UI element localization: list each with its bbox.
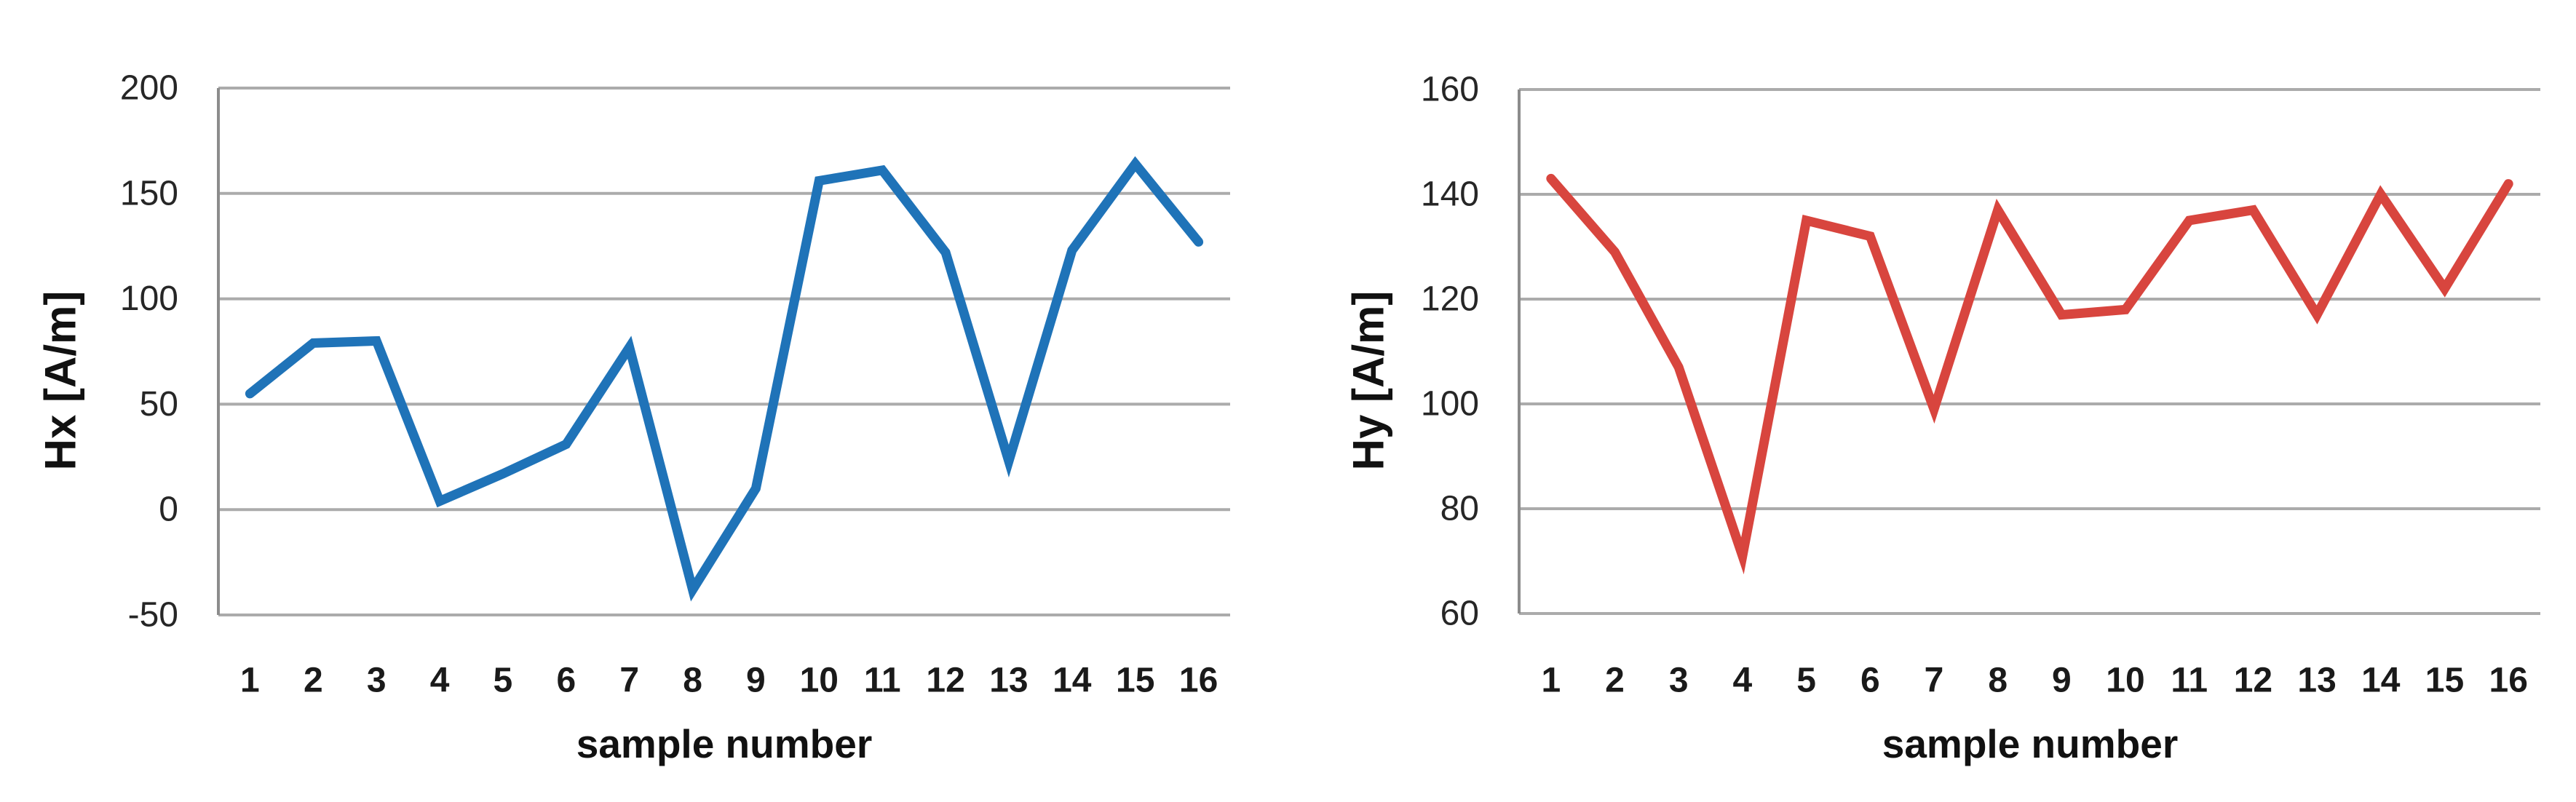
x-tick-label: 6	[556, 662, 576, 700]
x-tick-label: 12	[2234, 662, 2272, 700]
x-tick-label: 4	[430, 662, 450, 700]
hx-series-line	[245, 156, 1204, 602]
x-tick-label: 13	[989, 662, 1028, 700]
hy-series-line	[1546, 173, 2513, 575]
x-tick-label: 12	[926, 662, 964, 700]
y-axis-title: Hy [A/m]	[1344, 291, 1393, 471]
x-tick-label: 10	[800, 662, 839, 700]
x-tick-label: 1	[240, 662, 260, 700]
x-tick-label: 5	[494, 662, 513, 700]
x-tick-label: 1	[1541, 662, 1561, 700]
y-tick-label: 160	[1421, 71, 1479, 109]
x-tick-label: 13	[2297, 662, 2336, 700]
x-tick-label: 11	[2171, 662, 2208, 700]
y-tick-label: 0	[159, 491, 178, 529]
x-tick-label: 14	[1053, 662, 1092, 700]
x-tick-label: 8	[683, 662, 702, 700]
x-axis-title: sample number	[1882, 721, 2179, 766]
x-tick-label: 14	[2361, 662, 2401, 700]
y-tick-label: 60	[1440, 595, 1479, 633]
x-tick-label: 16	[2489, 662, 2528, 700]
x-tick-label: 2	[304, 662, 323, 700]
x-tick-label: 4	[1733, 662, 1753, 700]
x-tick-label: 16	[1179, 662, 1218, 700]
x-tick-label: 3	[1669, 662, 1689, 700]
x-tick-label: 3	[367, 662, 387, 700]
x-tick-label: 15	[1116, 662, 1154, 700]
x-tick-label: 7	[619, 662, 639, 700]
x-axis-title: sample number	[576, 721, 873, 766]
hy-chart: 160 140 120 100 80 60 1 2 3 4 5 6 7 8 9 10 11 12 13 14 15 16 H…	[1288, 0, 2576, 802]
x-tick-label: 9	[2052, 662, 2072, 700]
y-tick-label: 150	[120, 174, 178, 213]
y-axis-title: Hx [A/m]	[36, 291, 85, 471]
y-tick-label: 100	[1421, 385, 1479, 424]
x-tick-label: 10	[2106, 662, 2144, 700]
x-tick-label: 5	[1796, 662, 1816, 700]
x-tick-label: 7	[1925, 662, 1944, 700]
hx-chart: 200 150 100 50 0 -50 1 2 3 4 5 6 7 8 9 10 11 12 13 14 15 16 Hx…	[36, 69, 1230, 766]
x-tick-label: 9	[746, 662, 766, 700]
y-tick-label: 200	[120, 69, 178, 108]
y-tick-label: 140	[1421, 175, 1479, 214]
x-tick-label: 11	[864, 662, 901, 700]
x-tick-label: 2	[1605, 662, 1625, 700]
x-tick-label: 6	[1860, 662, 1880, 700]
y-tick-label: 120	[1421, 280, 1479, 319]
y-tick-label: 100	[120, 279, 178, 318]
y-tick-label: 80	[1440, 490, 1479, 528]
x-tick-label: 8	[1988, 662, 2008, 700]
y-tick-label: 50	[140, 385, 178, 424]
x-tick-label: 15	[2425, 662, 2464, 700]
y-tick-label: -50	[128, 596, 178, 635]
